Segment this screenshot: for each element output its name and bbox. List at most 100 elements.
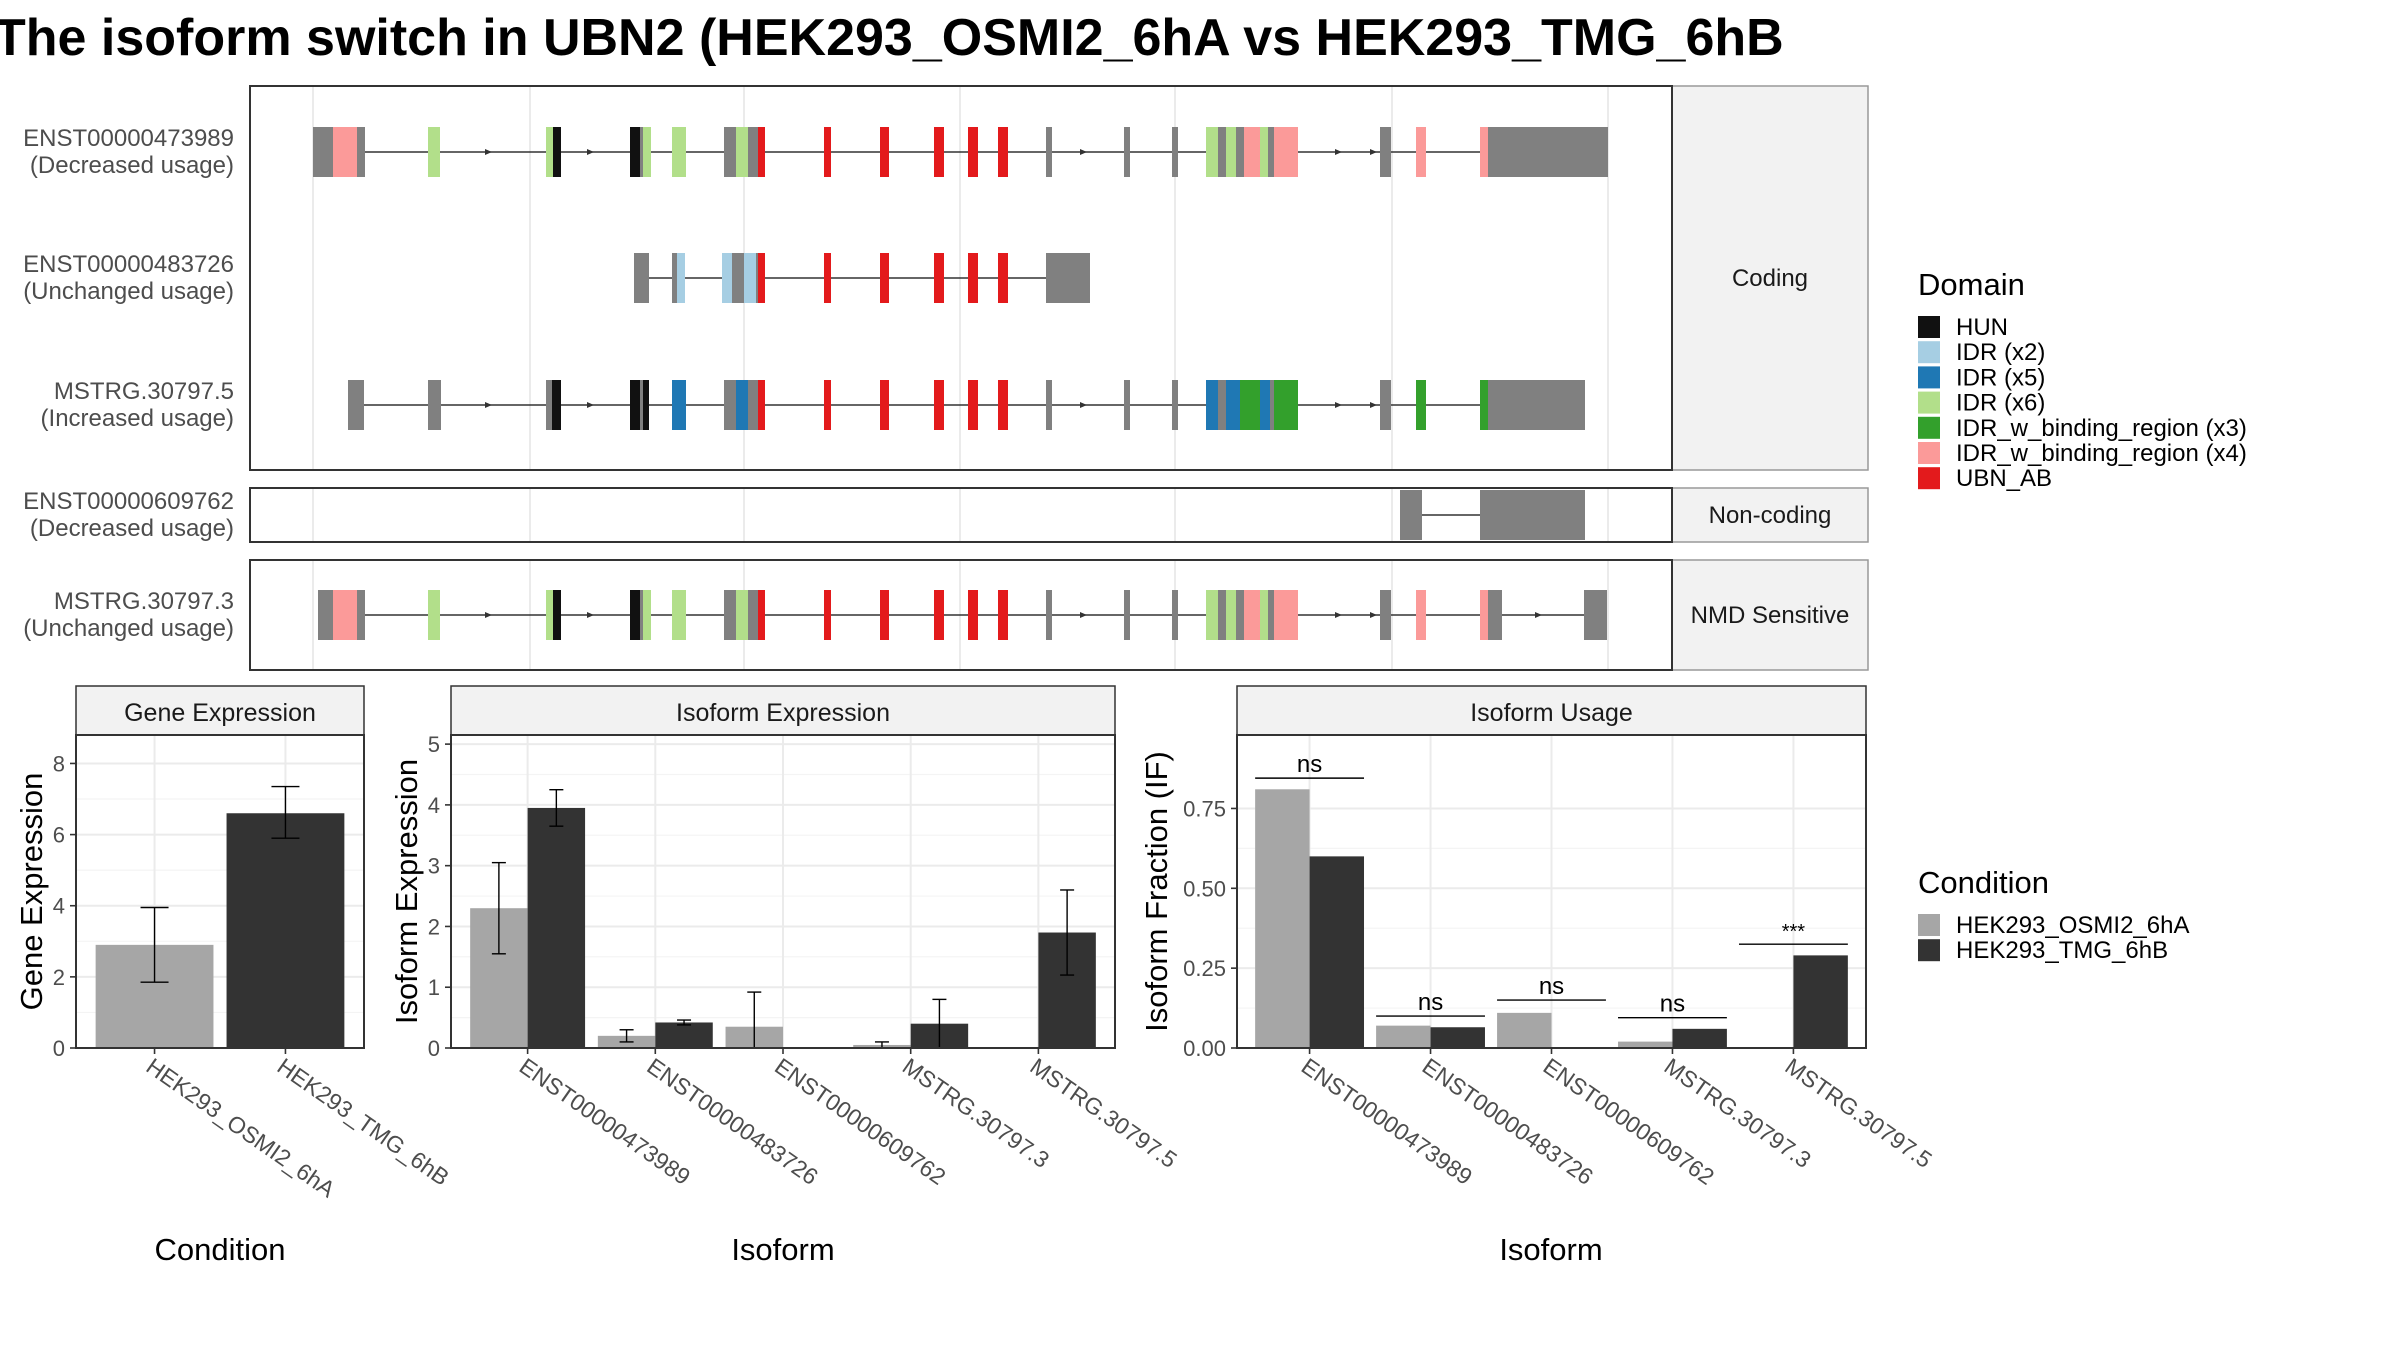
strand-arrow: [485, 149, 492, 155]
exon: [748, 380, 758, 430]
domain-exon: [1274, 590, 1298, 640]
domain-exon: [643, 380, 649, 430]
legend-label: HEK293_OSMI2_6hA: [1956, 912, 2189, 939]
legend-label: IDR (x5): [1956, 364, 2045, 391]
domain-exon: [1206, 127, 1218, 177]
transcript-id-label: MSTRG.30797.3: [54, 588, 234, 615]
exon: [313, 127, 333, 177]
exon: [634, 253, 649, 303]
domain-exon: [1480, 127, 1488, 177]
exon: [1270, 380, 1274, 430]
domain-exon: [758, 380, 765, 430]
exon: [1218, 590, 1226, 640]
y-tick-label: 5: [428, 732, 440, 757]
domain-exon: [643, 590, 651, 640]
strand-arrow: [485, 612, 492, 618]
transcript-row: MSTRG.30797.5(Increased usage): [41, 378, 1585, 432]
facet-strip: [1671, 559, 1869, 671]
domain-exon: [333, 127, 357, 177]
domain-exon: [934, 127, 944, 177]
bar-chart-panel: Isoform Usage ns ns ns ns *** 0.00 0.25 0.50 0.75…: [1139, 685, 1937, 1267]
bar: [1376, 1025, 1431, 1048]
strand-arrow: [1080, 149, 1087, 155]
transcript-group: NMD Sensitive MSTRG.30797.3(Unchanged usa…: [23, 559, 1869, 671]
legend-label: IDR_w_binding_region (x4): [1956, 440, 2247, 467]
facet-strip: [450, 685, 1116, 736]
exon: [724, 380, 736, 430]
exon: [1236, 127, 1244, 177]
strand-arrow: [1335, 612, 1342, 618]
domain-exon: [998, 590, 1008, 640]
legend-swatch: [1918, 416, 1940, 439]
panel-border: [249, 487, 1673, 543]
domain-exon: [998, 380, 1008, 430]
facet-strip-label: Coding: [1732, 265, 1808, 292]
strand-arrow: [1370, 402, 1377, 408]
exon: [318, 590, 333, 640]
domain-exon: [736, 380, 748, 430]
domain-exon: [1416, 590, 1426, 640]
exon: [1172, 590, 1178, 640]
legend-swatch: [1918, 366, 1940, 389]
domain-exon: [1260, 380, 1270, 430]
domain-exon: [677, 253, 685, 303]
strand-arrow: [1080, 402, 1087, 408]
x-axis-title: Isoform: [731, 1232, 834, 1267]
facet-strip: [1671, 487, 1869, 543]
transcript-usage-label: (Unchanged usage): [23, 615, 234, 642]
domain-exon: [824, 590, 831, 640]
y-tick-label: 1: [428, 975, 440, 1000]
transcript-row: MSTRG.30797.3(Unchanged usage): [23, 588, 1607, 642]
bar: [1497, 1012, 1552, 1048]
domain-exon: [1274, 127, 1298, 177]
expression-bar-charts: Gene Expression02468HEK293_OSMI2_6hAHEK2…: [14, 685, 1937, 1267]
domain-exon: [998, 253, 1008, 303]
y-tick-label: 8: [53, 751, 65, 776]
exon: [1046, 253, 1052, 303]
domain-exon: [880, 590, 889, 640]
strand-arrow: [587, 149, 594, 155]
domain-exon: [546, 590, 553, 640]
exon: [1268, 590, 1274, 640]
y-tick-label: 0: [428, 1036, 440, 1061]
strand-arrow: [1370, 149, 1377, 155]
domain-exon: [333, 590, 357, 640]
domain-exon: [1240, 380, 1260, 430]
exon: [732, 253, 744, 303]
bar: [1618, 1041, 1673, 1048]
exon: [1172, 380, 1178, 430]
exon: [1488, 380, 1585, 430]
exon: [1172, 127, 1178, 177]
significance-label: ns: [1539, 973, 1564, 1000]
facet-strip-label: Non-coding: [1709, 502, 1832, 529]
transcript-id-label: ENST00000483726: [23, 251, 234, 278]
strand-arrow: [1080, 612, 1087, 618]
domain-exon: [968, 590, 978, 640]
domain-exon: [552, 380, 561, 430]
legend-label: HUN: [1956, 314, 2008, 341]
legend-swatch: [1918, 939, 1940, 962]
significance-label: ns: [1297, 751, 1322, 778]
transcript-row: ENST00000483726(Unchanged usage): [23, 251, 1090, 305]
exon: [1488, 590, 1502, 640]
facet-strip-label: Isoform Expression: [676, 699, 890, 727]
transcript-id-label: ENST00000609762: [23, 488, 234, 515]
panel-border: [75, 734, 365, 1049]
y-tick-label: 0.50: [1183, 876, 1226, 901]
domain-exon: [1244, 127, 1260, 177]
y-tick-label: 3: [428, 854, 440, 879]
exon: [1046, 380, 1052, 430]
exon: [1124, 380, 1130, 430]
bar: [1672, 1028, 1727, 1048]
legend-swatch: [1918, 316, 1940, 338]
x-axis-title: Condition: [155, 1232, 286, 1267]
domain-exon: [824, 127, 831, 177]
legend-label: UBN_AB: [1956, 465, 2052, 492]
significance-label: ns: [1660, 991, 1685, 1018]
significance-label: ***: [1782, 921, 1806, 943]
y-tick-label: 4: [53, 894, 65, 919]
domain-exon: [1260, 127, 1268, 177]
